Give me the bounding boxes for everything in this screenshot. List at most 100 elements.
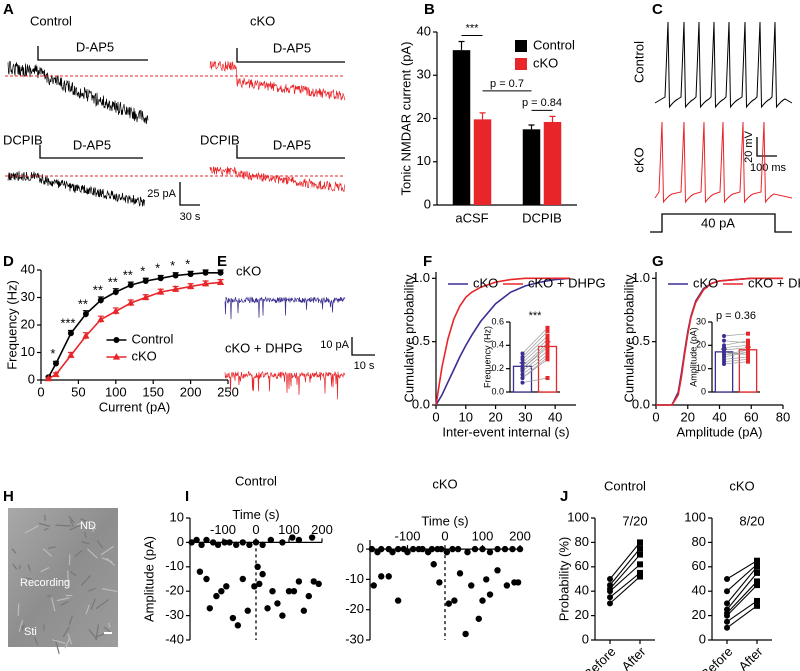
significance: *** — [60, 316, 75, 331]
legend-swatch — [515, 58, 527, 70]
y-tick-label: 40 — [692, 583, 706, 598]
chart-title: Control — [235, 473, 277, 488]
texture — [101, 557, 113, 563]
image-label: ND — [80, 520, 96, 532]
point — [451, 597, 458, 604]
point — [196, 568, 204, 575]
x-tick-label: 100 — [472, 529, 494, 544]
texture — [34, 637, 39, 646]
point — [251, 583, 258, 590]
marker — [142, 278, 149, 284]
x-tick-label: 40 — [548, 409, 562, 424]
scale-label: 20 mV — [743, 130, 755, 162]
x-tick-label: 20 — [488, 409, 502, 424]
point — [409, 545, 417, 553]
marker — [545, 355, 550, 359]
marker — [545, 334, 550, 338]
marker — [52, 360, 59, 367]
point — [464, 548, 471, 556]
point — [300, 607, 308, 614]
texture — [102, 588, 118, 593]
texture — [76, 522, 82, 526]
texture — [27, 564, 31, 572]
pair-line — [522, 354, 548, 375]
trace-label: cKO — [631, 147, 646, 172]
legend-label: cKO + DHPG — [528, 275, 606, 290]
x-axis-label: Time (s) — [421, 514, 468, 529]
pair-line — [522, 331, 548, 358]
marker — [217, 269, 224, 276]
point — [475, 615, 482, 622]
panel-label: G — [652, 253, 664, 270]
marker — [724, 600, 730, 607]
pair-line — [522, 327, 548, 354]
drug-bar — [39, 145, 143, 159]
point — [209, 539, 217, 546]
y-tick-label: -30 — [165, 607, 184, 622]
point — [193, 536, 200, 544]
trace-label: DCPIB — [200, 132, 240, 147]
y-tick-label: 0.4 — [491, 340, 504, 350]
x-tick-label: 250 — [217, 384, 239, 399]
marker — [44, 374, 53, 382]
texture — [95, 599, 109, 610]
texture — [43, 514, 47, 521]
x-tick-label: 200 — [509, 529, 531, 544]
current-trace — [7, 171, 146, 207]
texture — [52, 639, 66, 644]
pair-line — [726, 605, 758, 629]
texture — [60, 600, 69, 606]
pair-line — [609, 548, 641, 586]
x-tick-label: 0 — [441, 529, 448, 544]
marker — [520, 380, 525, 385]
point — [404, 548, 411, 556]
y-tick-label: -20 — [345, 601, 364, 616]
y-tick-label: 0 — [424, 196, 431, 211]
pair-line — [723, 347, 749, 351]
marker — [112, 353, 121, 360]
scale-bar — [756, 137, 777, 157]
texture — [69, 519, 74, 527]
drug-bar — [37, 46, 148, 61]
x-tick-label: 200 — [311, 522, 333, 537]
point — [279, 612, 286, 619]
pair-line — [726, 563, 758, 592]
point — [214, 541, 222, 549]
current-trace — [7, 60, 149, 124]
y-axis-label: Probability (%) — [556, 537, 571, 622]
point — [456, 570, 464, 577]
pair-line — [522, 377, 548, 384]
texture — [56, 597, 70, 602]
annotation: p = 0.36 — [716, 310, 756, 322]
point — [239, 539, 246, 546]
pair-line — [723, 340, 749, 344]
scale-label: 25 pA — [147, 188, 176, 200]
pair-line — [522, 342, 548, 367]
point — [486, 548, 494, 556]
drug-label: D-AP5 — [273, 40, 311, 55]
significance: ** — [108, 274, 118, 289]
stimulus — [650, 213, 792, 233]
point — [246, 541, 253, 549]
texture — [55, 524, 72, 527]
x-tick-label: -100 — [394, 529, 420, 544]
bar — [452, 50, 471, 205]
marker — [746, 338, 750, 343]
y-tick-label: -20 — [165, 583, 184, 598]
legend-label: cKO — [131, 348, 156, 363]
point — [269, 588, 276, 595]
pair-line — [723, 351, 749, 358]
marker — [97, 297, 104, 304]
current-trace — [209, 60, 346, 101]
point — [206, 605, 213, 612]
marker — [722, 343, 726, 348]
y-tick-label: 20 — [417, 110, 431, 125]
x-tick-label: 80 — [776, 409, 790, 424]
point — [308, 534, 316, 541]
y-tick-label: 100 — [567, 509, 589, 524]
point — [188, 539, 195, 546]
point — [203, 575, 210, 583]
point — [449, 545, 456, 553]
trace-label: cKO + DHPG — [225, 340, 303, 355]
